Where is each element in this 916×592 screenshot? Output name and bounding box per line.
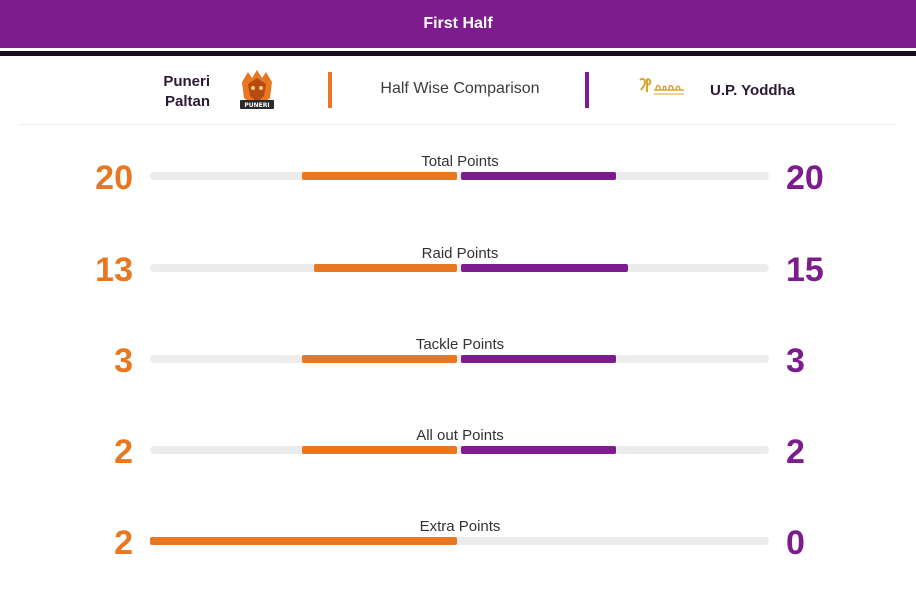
- comparison-label: Half Wise Comparison: [380, 80, 540, 97]
- stat-value-left: 13: [95, 251, 133, 289]
- stat-bar-left-fill: [302, 355, 457, 363]
- stat-bar-track: [150, 446, 769, 454]
- stat-value-left: 3: [114, 342, 133, 380]
- stat-bar-right-fill: [461, 264, 628, 272]
- team-left-name-line1: Puneri: [163, 73, 210, 90]
- stat-label: All out Points: [416, 427, 504, 444]
- stat-value-right: 0: [786, 524, 805, 562]
- team-left-name: Puneri Paltan: [130, 72, 210, 112]
- stat-value-right: 20: [786, 159, 824, 197]
- team-right-accent-bar: [585, 72, 589, 108]
- stat-bar-left-fill: [302, 446, 457, 454]
- stat-value-right: 2: [786, 433, 805, 471]
- team-left-name-line2: Paltan: [164, 93, 210, 110]
- stat-row: Extra Points 2 0: [0, 518, 916, 578]
- half-title: First Half: [423, 15, 493, 32]
- stat-value-right: 15: [786, 251, 824, 289]
- stat-bar-left-fill: [302, 172, 457, 180]
- stat-bar-track: [150, 264, 769, 272]
- up-yoddha-logo-icon: [639, 77, 684, 95]
- stat-label: Total Points: [421, 153, 499, 170]
- stat-label: Raid Points: [421, 245, 499, 262]
- stat-row: Raid Points 13 15: [0, 245, 916, 305]
- svg-text:PUNERI: PUNERI: [244, 102, 269, 109]
- stat-bar-right-fill: [461, 355, 616, 363]
- stat-value-left: 20: [95, 159, 133, 197]
- stat-label: Extra Points: [419, 518, 501, 535]
- stat-bar-track: [150, 537, 769, 545]
- team-left-accent-bar: [328, 72, 332, 108]
- puneri-paltan-logo-icon: PUNERI: [240, 70, 274, 109]
- stat-bar-left-fill: [314, 264, 457, 272]
- team-right-name: U.P. Yoddha: [710, 82, 796, 99]
- stat-value-right: 3: [786, 342, 805, 380]
- stat-value-left: 2: [114, 524, 133, 562]
- stat-row: All out Points 2 2: [0, 427, 916, 487]
- teams-row: Puneri Paltan PUNERI Half Wise Compariso…: [0, 56, 916, 124]
- stat-row: Total Points 20 20: [0, 153, 916, 213]
- stat-bar-right-fill: [461, 446, 616, 454]
- stat-bar-left-fill: [150, 537, 457, 545]
- stat-bar-right-fill: [461, 172, 616, 180]
- half-header: First Half: [0, 0, 916, 48]
- stat-row: Tackle Points 3 3: [0, 336, 916, 396]
- section-divider: [20, 124, 896, 125]
- stat-label: Tackle Points: [415, 336, 505, 353]
- header-divider: [0, 51, 916, 56]
- stat-value-left: 2: [114, 433, 133, 471]
- stat-bar-track: [150, 355, 769, 363]
- stat-bar-track: [150, 172, 769, 180]
